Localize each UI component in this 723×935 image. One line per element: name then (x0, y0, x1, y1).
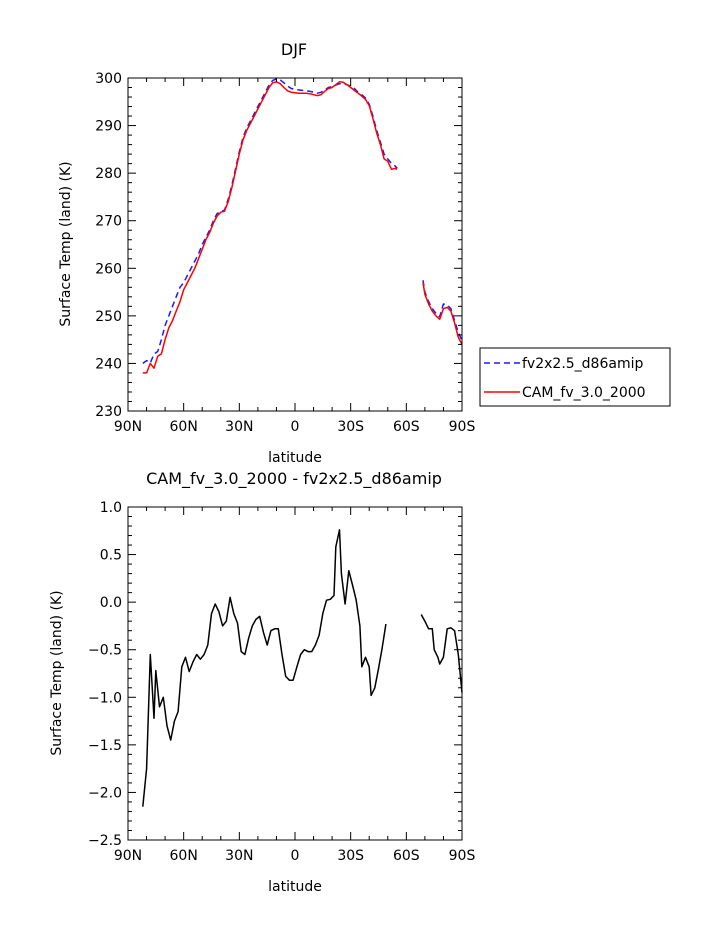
legend: fv2x2.5_d86amip CAM_fv_3.0_2000 (479, 347, 671, 407)
y-tick-label: −2.0 (88, 785, 122, 801)
y-tick-label: 260 (95, 261, 122, 277)
chart-difference: CAM_fv_3.0_2000 - fv2x2.5_d86amip 90N 60N… (49, 469, 475, 895)
x-tick-label: 60S (393, 419, 420, 435)
x-tick-label: 90S (449, 419, 476, 435)
y-tick-label: 300 (95, 71, 122, 87)
chart-djf: DJF 90N 60N 30N 0 30S 60S 90S 230 240 250 260 270 28… (58, 40, 671, 466)
series-line-fv2x2-5-d86amip (142, 78, 398, 365)
y-tick-label: 0.0 (100, 595, 122, 611)
y-tick-label: 1.0 (100, 500, 122, 516)
x-tick-label: 60N (170, 848, 198, 864)
series-line-difference (142, 529, 387, 807)
x-tick-label: 30S (337, 848, 364, 864)
x-axis-label: latitude (268, 879, 322, 895)
x-tick-label: 0 (291, 848, 300, 864)
y-tick-label: 250 (95, 309, 122, 325)
y-tick-label: −2.5 (88, 833, 122, 849)
y-tick-label: 280 (95, 166, 122, 182)
x-tick-label: 60S (393, 848, 420, 864)
plot-frame (127, 77, 463, 412)
x-tick-label: 30S (337, 419, 364, 435)
x-tick-label: 90S (449, 848, 476, 864)
series-line-fv2x2-5-d86amip (422, 280, 463, 341)
series-line-cam-fv-3-0-2000 (142, 81, 398, 374)
legend-label-cam: CAM_fv_3.0_2000 (522, 385, 646, 401)
y-tick-label: 290 (95, 119, 122, 135)
x-tick-label: 30N (225, 419, 253, 435)
x-tick-label: 60N (170, 419, 198, 435)
y-tick-label: −1.0 (88, 690, 122, 706)
y-tick-label: 240 (95, 356, 122, 372)
series-line-cam-fv-3-0-2000 (422, 282, 463, 345)
x-tick-label: 90N (114, 848, 142, 864)
y-tick-label: 270 (95, 214, 122, 230)
x-axis-label: latitude (268, 450, 322, 466)
y-axis-label: Surface Temp (land) (K) (49, 590, 65, 755)
y-tick-label: 230 (95, 404, 122, 420)
x-tick-label: 0 (291, 419, 300, 435)
y-tick-label: −0.5 (88, 643, 122, 659)
y-axis-label: Surface Temp (land) (K) (58, 161, 74, 326)
x-tick-label: 90N (114, 419, 142, 435)
legend-label-fv2x2: fv2x2.5_d86amip (522, 356, 643, 372)
chart-title: CAM_fv_3.0_2000 - fv2x2.5_d86amip (146, 469, 442, 489)
legend-box (479, 347, 671, 407)
chart-title: DJF (281, 40, 307, 59)
y-tick-label: −1.5 (88, 738, 122, 754)
x-tick-label: 30N (225, 848, 253, 864)
series-line-difference (420, 614, 463, 693)
y-tick-label: 0.5 (100, 548, 122, 564)
